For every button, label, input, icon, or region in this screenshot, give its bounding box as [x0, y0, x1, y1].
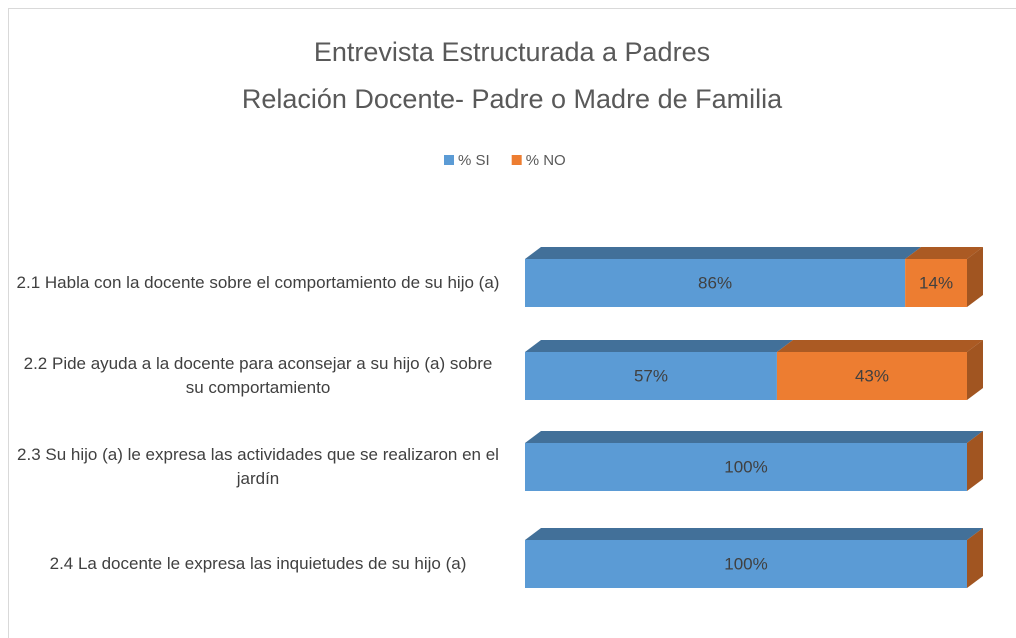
chart-title: Entrevista Estructurada a Padres [314, 37, 710, 67]
bar [776, 352, 967, 400]
bar-top [525, 528, 983, 540]
data-label: 43% [855, 366, 889, 385]
bar-side [967, 528, 983, 588]
bar [525, 259, 906, 307]
bar-top [525, 340, 793, 352]
bar-side [967, 340, 983, 400]
bar [905, 259, 967, 307]
bar [525, 352, 777, 400]
bar-top [525, 431, 983, 443]
data-label: 100% [724, 554, 767, 573]
category-label: 2.4 La docente le expresa las inquietude… [49, 554, 467, 573]
category-label: 2.2 Pide ayuda a la docente para aconsej… [23, 354, 493, 397]
bar [525, 443, 967, 491]
data-label: 100% [724, 457, 767, 476]
data-label: 14% [919, 273, 953, 292]
category-label: 2.1 Habla con la docente sobre el compor… [16, 273, 500, 292]
data-label: 57% [634, 366, 668, 385]
legend-swatch [511, 155, 522, 165]
chart-title: Relación Docente- Padre o Madre de Famil… [242, 84, 783, 114]
data-label: 86% [698, 273, 732, 292]
bar-top [905, 247, 983, 259]
legend-label: % NO [526, 152, 566, 169]
legend-label: % SI [458, 152, 490, 169]
legend-swatch [444, 155, 454, 165]
bar [525, 540, 967, 588]
category-label: 2.3 Su hijo (a) le expresa las actividad… [17, 445, 499, 488]
bar-side [967, 431, 983, 491]
bar-top [525, 247, 922, 259]
bar-side [967, 247, 983, 307]
bar-top [776, 340, 983, 352]
